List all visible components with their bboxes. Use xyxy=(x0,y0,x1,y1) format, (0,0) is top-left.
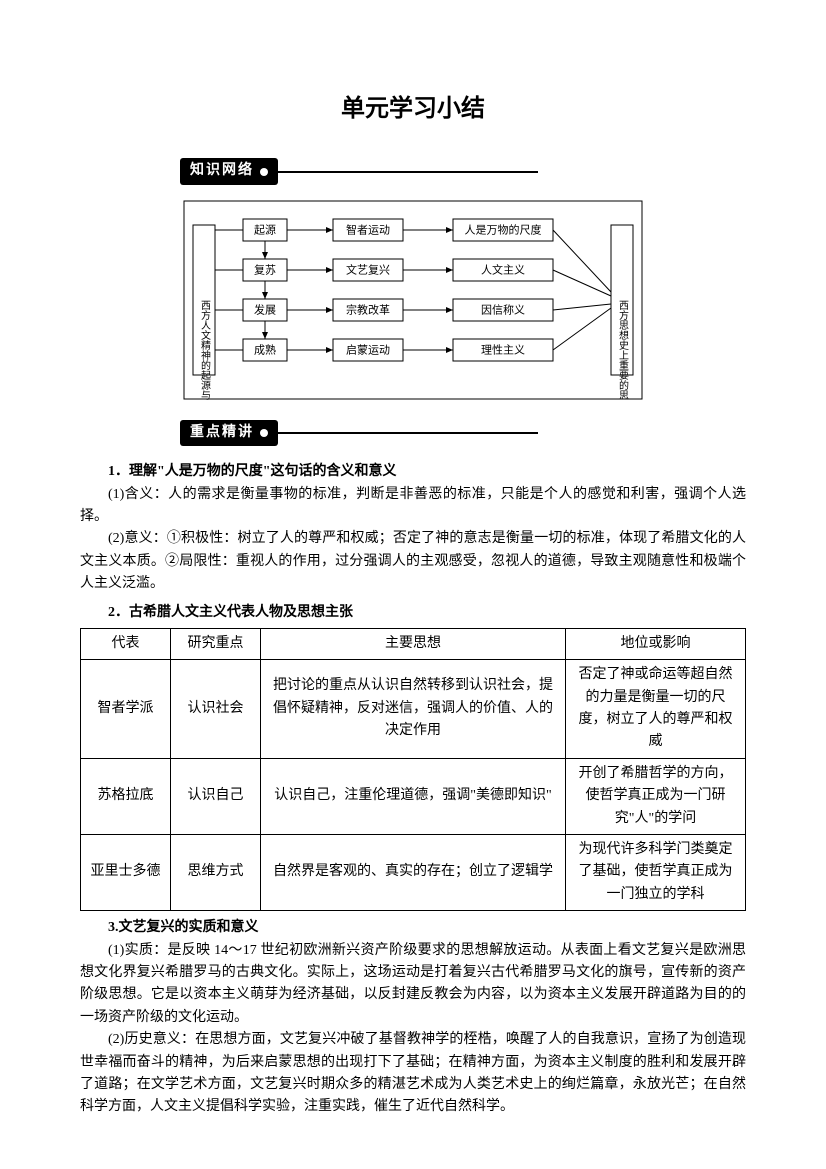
td: 否定了神或命运等超自然的力量是衡量一切的尺度，树立了人的尊严和权威 xyxy=(566,660,746,759)
fc-r0-right: 人是万物的尺度 xyxy=(465,222,542,236)
section-header-key-points: 重点精讲 xyxy=(180,420,746,446)
td: 认识社会 xyxy=(171,660,261,759)
fc-r0-mid: 智者运动 xyxy=(346,222,390,236)
fc-r3-mid: 启蒙运动 xyxy=(346,343,390,356)
page-title: 单元学习小结 xyxy=(80,90,746,128)
table-row: 智者学派 认识社会 把讨论的重点从认识自然转移到认识社会，提倡怀疑精神，反对迷信… xyxy=(81,660,746,759)
table-row: 苏格拉底 认识自己 认识自己，注重伦理道德，强调"美德即知识" 开创了希腊哲学的… xyxy=(81,758,746,834)
heading-2: 2．古希腊人文主义代表人物及思想主张 xyxy=(80,602,746,624)
fc-r2-right: 因信称义 xyxy=(481,302,525,316)
td: 亚里士多德 xyxy=(81,835,171,911)
para-3-1: (1)实质：是反映 14～17 世纪初欧洲新兴资产阶级要求的思想解放运动。从表面… xyxy=(80,940,746,1030)
th-0: 代表 xyxy=(81,628,171,659)
section-header-knowledge-network: 知识网络 xyxy=(180,158,746,184)
td: 思维方式 xyxy=(171,835,261,911)
fc-r2-stage: 发展 xyxy=(254,302,276,316)
flowchart-svg: 西方人文精神的起源与发展 西方思想史上重要的思想解放运动 起源 智者运动 人是万… xyxy=(183,200,643,400)
table-header-row: 代表 研究重点 主要思想 地位或影响 xyxy=(81,628,746,659)
para-3-2: (2)历史意义：在思想方面，文艺复兴冲破了基督教神学的桎梏，唤醒了人的自我意识，… xyxy=(80,1029,746,1119)
fc-r3-right: 理性主义 xyxy=(481,342,525,356)
para-1-2: (2)意义：①积极性：树立了人的尊严和权威；否定了神的意志是衡量一切的标准，体现… xyxy=(80,528,746,595)
heading-1: 1．理解"人是万物的尺度"这句话的含义和意义 xyxy=(80,461,746,483)
fc-r1-stage: 复苏 xyxy=(254,262,276,276)
pill-dot-icon xyxy=(260,429,268,437)
fc-r0-stage: 起源 xyxy=(254,222,276,236)
table-row: 亚里士多德 思维方式 自然界是客观的、真实的存在；创立了逻辑学 为现代许多科学门… xyxy=(81,835,746,911)
td: 为现代许多科学门类奠定了基础，使哲学真正成为一门独立的学科 xyxy=(566,835,746,911)
pill-knowledge-network: 知识网络 xyxy=(180,158,278,184)
td: 苏格拉底 xyxy=(81,758,171,834)
pill-dot-icon xyxy=(260,168,268,176)
td: 把讨论的重点从认识自然转移到认识社会，提倡怀疑精神，反对迷信，强调人的价值、人的… xyxy=(261,660,566,759)
flowchart-container: 西方人文精神的起源与发展 西方思想史上重要的思想解放运动 起源 智者运动 人是万… xyxy=(183,200,643,400)
fc-r2-mid: 宗教改革 xyxy=(346,302,390,316)
fc-left-label: 西方人文精神的起源与发展 xyxy=(199,300,211,400)
td: 认识自己，注重伦理道德，强调"美德即知识" xyxy=(261,758,566,834)
td: 自然界是客观的、真实的存在；创立了逻辑学 xyxy=(261,835,566,911)
heading-3: 3.文艺复兴的实质和意义 xyxy=(80,917,746,939)
fc-right-label: 西方思想史上重要的思想解放运动 xyxy=(617,300,629,400)
para-1-1: (1)含义：人的需求是衡量事物的标准，判断是非善恶的标准，只能是个人的感觉和利害… xyxy=(80,484,746,529)
representatives-table: 代表 研究重点 主要思想 地位或影响 智者学派 认识社会 把讨论的重点从认识自然… xyxy=(80,628,746,911)
pill-label: 知识网络 xyxy=(190,160,254,182)
td: 开创了希腊哲学的方向，使哲学真正成为一门研究"人"的学问 xyxy=(566,758,746,834)
td: 智者学派 xyxy=(81,660,171,759)
pill-key-points: 重点精讲 xyxy=(180,420,278,446)
fc-r1-mid: 文艺复兴 xyxy=(346,262,390,276)
pill-label: 重点精讲 xyxy=(190,422,254,444)
th-1: 研究重点 xyxy=(171,628,261,659)
fc-r3-stage: 成熟 xyxy=(254,342,276,356)
th-2: 主要思想 xyxy=(261,628,566,659)
header-line xyxy=(278,171,538,173)
th-3: 地位或影响 xyxy=(566,628,746,659)
header-line xyxy=(278,432,538,434)
fc-r1-right: 人文主义 xyxy=(481,262,525,276)
td: 认识自己 xyxy=(171,758,261,834)
